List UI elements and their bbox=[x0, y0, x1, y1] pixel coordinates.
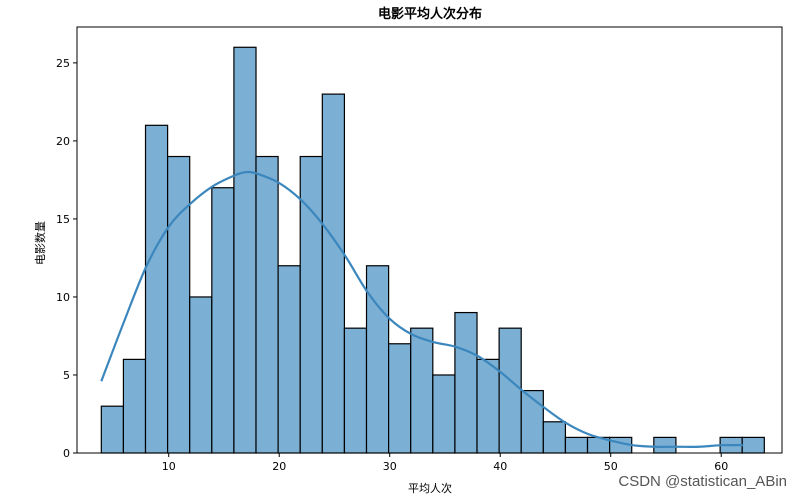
histogram-bar bbox=[564, 436, 589, 454]
x-axis-label: 平均人次 bbox=[408, 481, 452, 495]
bars bbox=[100, 46, 765, 454]
histogram-bar bbox=[454, 311, 478, 454]
y-tick-label: 0 bbox=[63, 447, 70, 460]
histogram-bar bbox=[520, 389, 544, 454]
kde-curve bbox=[100, 170, 744, 448]
watermark: CSDN @statistican_ABin bbox=[618, 473, 787, 490]
histogram-bar bbox=[476, 358, 500, 454]
y-tick-label: 20 bbox=[56, 135, 70, 148]
x-tick-label: 20 bbox=[272, 460, 286, 473]
axes bbox=[76, 26, 783, 454]
y-tick-label: 10 bbox=[56, 291, 70, 304]
histogram-bar bbox=[653, 436, 677, 454]
x-tick-label: 30 bbox=[383, 460, 397, 473]
histogram-bar bbox=[167, 155, 191, 454]
y-tick-label: 15 bbox=[56, 213, 70, 226]
axes-frame bbox=[76, 26, 783, 454]
histogram-bar bbox=[211, 187, 235, 454]
y-tick-label: 25 bbox=[56, 57, 70, 70]
x-tick-label: 60 bbox=[714, 460, 728, 473]
histogram-bar bbox=[255, 155, 279, 454]
histogram-bar bbox=[388, 343, 412, 454]
x-tick-label: 40 bbox=[493, 460, 507, 473]
histogram-bar bbox=[432, 374, 456, 454]
histogram-bar bbox=[321, 93, 346, 454]
histogram-bar bbox=[233, 46, 257, 454]
y-axis-label: 电影数量 bbox=[34, 221, 47, 265]
histogram-bar bbox=[100, 405, 125, 454]
x-tick-label: 10 bbox=[162, 460, 176, 473]
histogram-bar bbox=[498, 327, 522, 454]
chart-title: 电影平均人次分布 bbox=[378, 6, 482, 22]
histogram-bar bbox=[343, 327, 368, 454]
histogram-bar bbox=[277, 265, 301, 454]
histogram-bar bbox=[189, 296, 213, 454]
ticks: 10 20 30 40 50 60 0 5 10 15 20 25 bbox=[56, 57, 728, 473]
histogram-bar bbox=[542, 421, 567, 454]
histogram-bar bbox=[144, 124, 169, 454]
x-tick-label: 50 bbox=[604, 460, 618, 473]
histogram-bar bbox=[122, 358, 147, 454]
y-tick-label: 5 bbox=[63, 369, 70, 382]
histogram-bar bbox=[410, 327, 434, 454]
histogram-bar bbox=[741, 436, 765, 454]
